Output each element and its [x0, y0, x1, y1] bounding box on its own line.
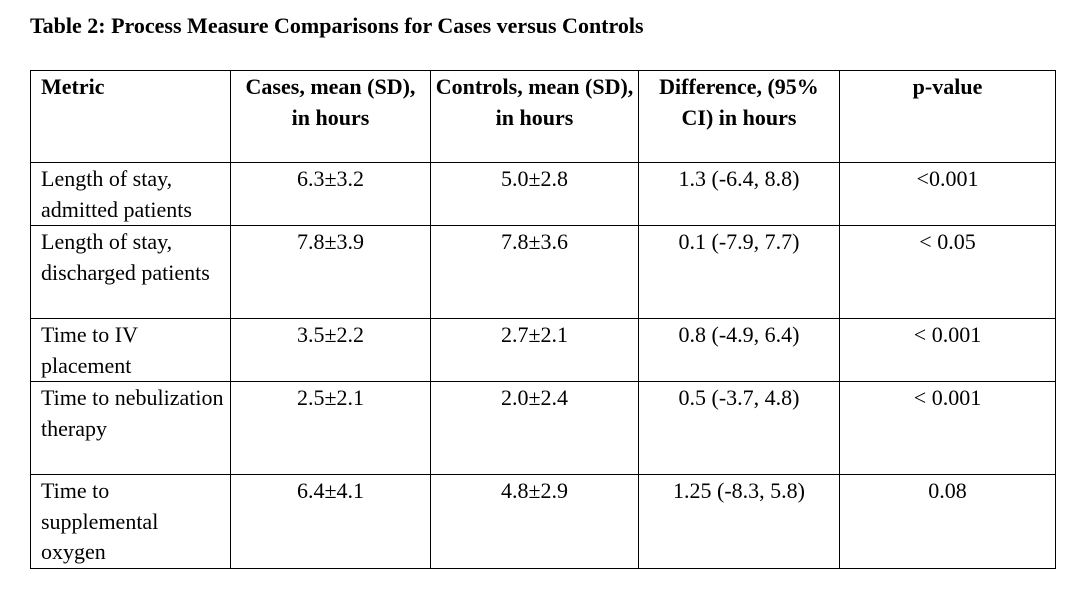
header-row: Metric Cases, mean (SD), in hours Contro… [30, 70, 1056, 163]
difference-cell: 0.8 (-4.9, 6.4) [638, 318, 840, 382]
table-caption: Table 2: Process Measure Comparisons for… [30, 13, 644, 38]
table-row: Time to IV placement 3.5±2.2 2.7±2.1 0.8… [30, 318, 1056, 382]
header-metric: Metric [30, 70, 231, 163]
controls-cell: 4.8±2.9 [430, 474, 639, 569]
header-cases: Cases, mean (SD), in hours [230, 70, 431, 163]
table-row: Time to supplemental oxygen 6.4±4.1 4.8±… [30, 474, 1056, 569]
difference-cell: 0.5 (-3.7, 4.8) [638, 381, 840, 475]
cases-cell: 3.5±2.2 [230, 318, 431, 382]
difference-cell: 1.3 (-6.4, 8.8) [638, 162, 840, 226]
table-row: Time to nebulization therapy 2.5±2.1 2.0… [30, 381, 1056, 475]
metric-cell: Time to nebulization therapy [30, 381, 231, 475]
metric-cell: Time to IV placement [30, 318, 231, 382]
controls-cell: 2.0±2.4 [430, 381, 639, 475]
p-value-cell: < 0.001 [839, 318, 1056, 382]
cases-cell: 6.3±3.2 [230, 162, 431, 226]
cases-cell: 2.5±2.1 [230, 381, 431, 475]
metric-cell: Length of stay, discharged patients [30, 225, 231, 319]
controls-cell: 7.8±3.6 [430, 225, 639, 319]
p-value-cell: < 0.001 [839, 381, 1056, 475]
controls-cell: 2.7±2.1 [430, 318, 639, 382]
difference-cell: 1.25 (-8.3, 5.8) [638, 474, 840, 569]
table-row: Length of stay, discharged patients 7.8±… [30, 225, 1056, 319]
process-measures-table: Metric Cases, mean (SD), in hours Contro… [30, 70, 1056, 569]
controls-cell: 5.0±2.8 [430, 162, 639, 226]
header-controls: Controls, mean (SD), in hours [430, 70, 639, 163]
p-value-cell: 0.08 [839, 474, 1056, 569]
p-value-cell: < 0.05 [839, 225, 1056, 319]
table-row: Length of stay, admitted patients 6.3±3.… [30, 162, 1056, 226]
metric-cell: Length of stay, admitted patients [30, 162, 231, 226]
metric-cell: Time to supplemental oxygen [30, 474, 231, 569]
header-p-value: p-value [839, 70, 1056, 163]
cases-cell: 6.4±4.1 [230, 474, 431, 569]
p-value-cell: <0.001 [839, 162, 1056, 226]
header-difference: Difference, (95% CI) in hours [638, 70, 840, 163]
cases-cell: 7.8±3.9 [230, 225, 431, 319]
difference-cell: 0.1 (-7.9, 7.7) [638, 225, 840, 319]
